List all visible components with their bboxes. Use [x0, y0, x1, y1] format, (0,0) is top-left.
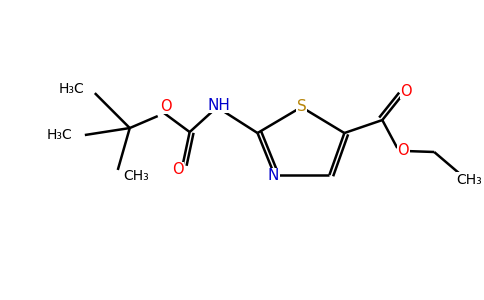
- Text: H₃C: H₃C: [47, 128, 73, 142]
- Text: O: O: [172, 163, 183, 178]
- Text: H₃C: H₃C: [59, 82, 85, 96]
- Text: O: O: [400, 84, 412, 99]
- Text: CH₃: CH₃: [123, 169, 149, 183]
- Text: NH: NH: [207, 98, 230, 112]
- Text: S: S: [297, 99, 306, 114]
- Text: N: N: [268, 169, 279, 184]
- Text: CH₃: CH₃: [456, 173, 482, 187]
- Text: O: O: [397, 143, 409, 158]
- Text: O: O: [160, 99, 171, 114]
